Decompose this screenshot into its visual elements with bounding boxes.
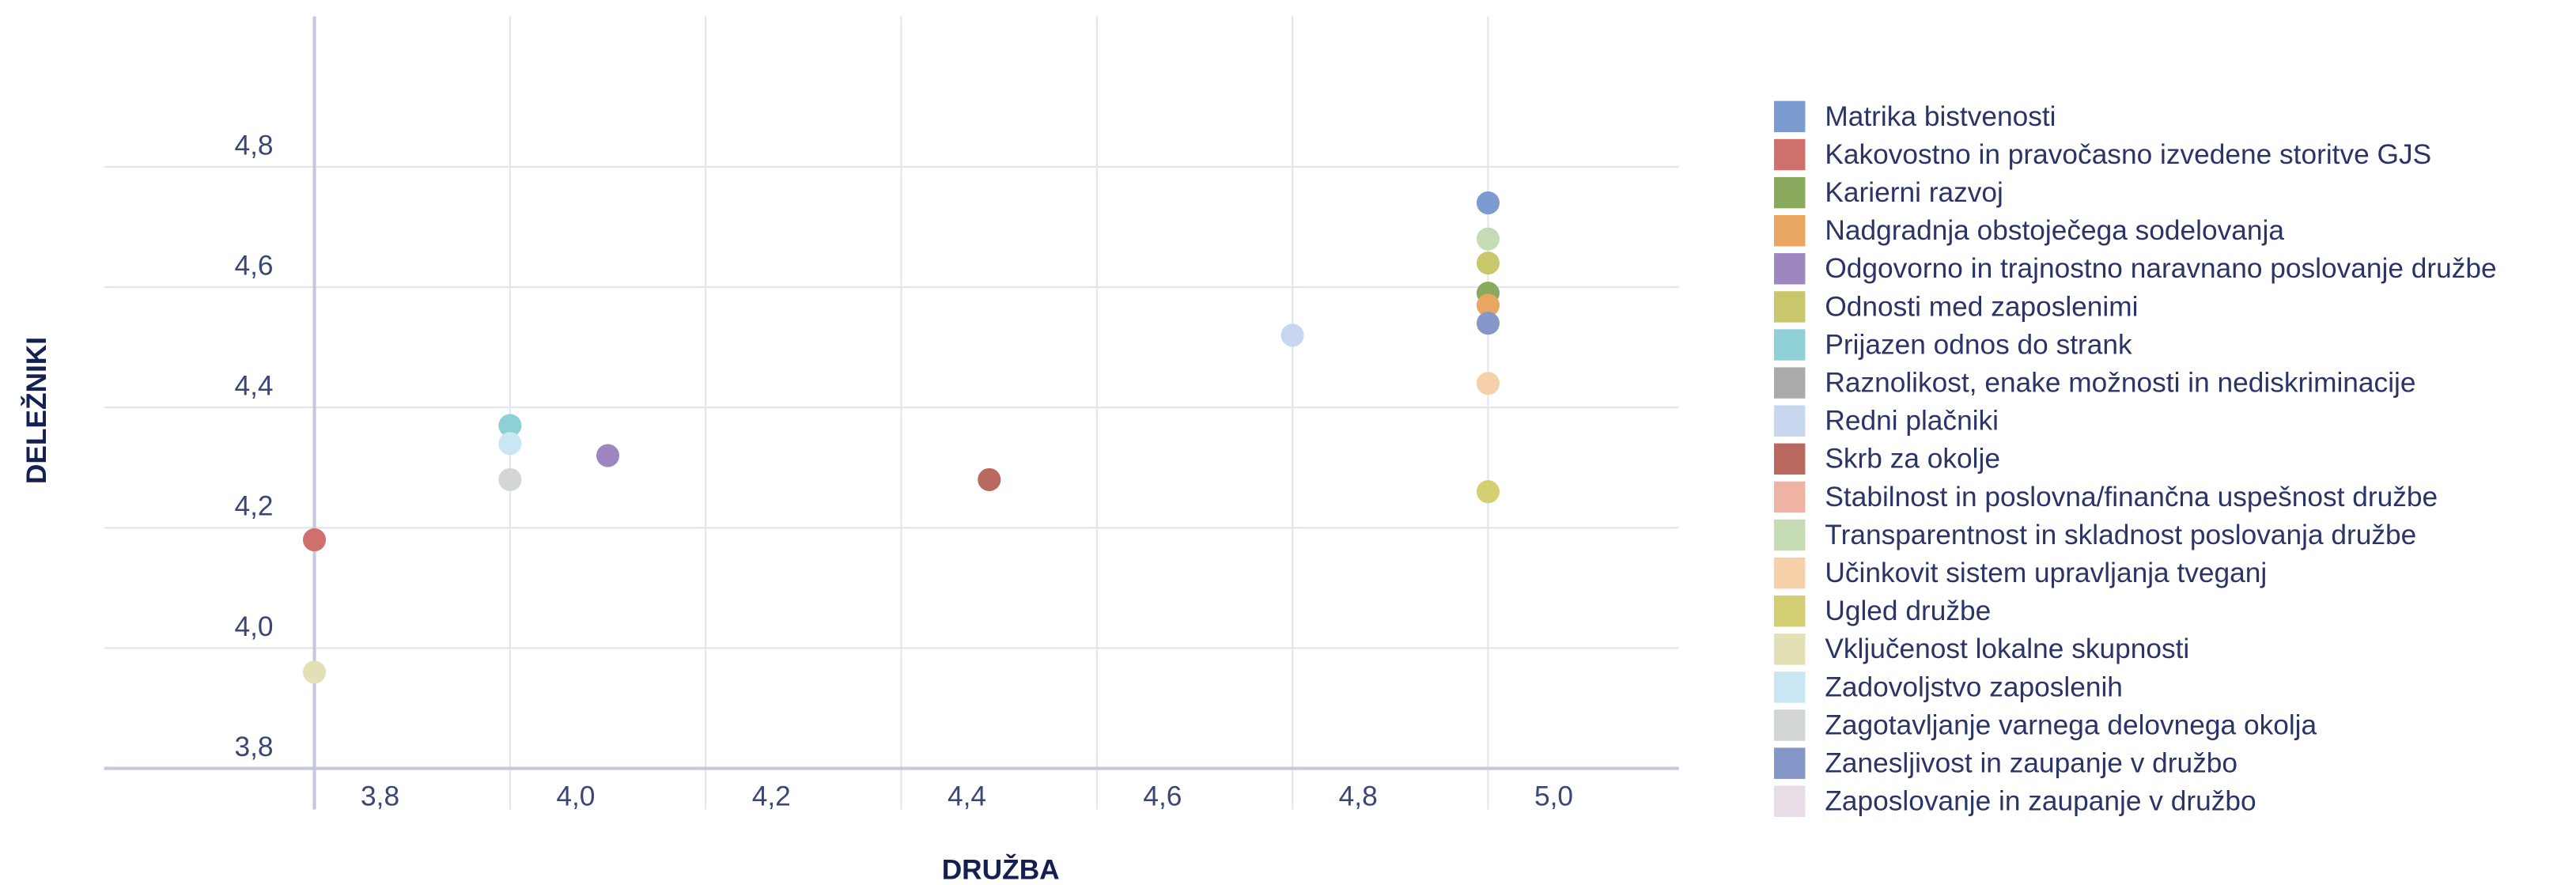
legend-label: Zagotavljanje varnega delovnega okolja [1825,709,2317,740]
legend-swatch [1774,557,1806,589]
legend-swatch [1774,747,1806,779]
legend-label: Karierni razvoj [1825,177,2003,208]
legend-label: Vključenost lokalne skupnosti [1825,633,2189,664]
scatter-point [1476,293,1500,317]
legend-label: Kakovostno in pravočasno izvedene storit… [1825,139,2431,170]
legend-label: Transparentnost in skladnost poslovanja … [1825,520,2416,550]
x-tick-label: 4,8 [1339,781,1378,811]
scatter-point [498,414,522,437]
legend-swatch [1774,519,1806,551]
legend-swatch [1774,176,1806,209]
legend-label: Ugled družbe [1825,596,1991,626]
x-tick-label: 4,2 [752,781,791,811]
x-tick-label: 4,6 [1143,781,1182,811]
legend-swatch [1774,443,1806,475]
legend-swatch [1774,596,1806,627]
y-tick-label: 3,8 [234,732,273,762]
scatter-point [1280,323,1304,347]
x-tick-label: 4,4 [948,781,986,811]
scatter-point [302,660,327,684]
x-axis-title: DRUŽBA [942,854,1060,885]
legend-swatch [1774,633,1806,665]
scatter-point [1476,312,1500,335]
legend-label: Zaposlovanje in zaupanje v družbo [1825,786,2256,817]
legend-swatch [1774,100,1806,133]
y-tick-label: 4,0 [234,611,273,642]
legend-label: Stabilnost in poslovna/finančna uspešnos… [1825,482,2438,512]
scatter-point [498,467,522,492]
legend-label: Skrb za okolje [1825,444,2000,475]
y-tick-label: 4,4 [234,371,273,402]
legend-swatch [1774,367,1806,399]
scatter-point [596,444,620,467]
y-axis-title: DELEŽNIKI [21,337,52,484]
scatter-point [1476,191,1500,215]
legend-swatch [1774,329,1806,361]
scatter-point [498,432,522,456]
legend-label: Zadovoljstvo zaposlenih [1825,671,2123,702]
scatter-point [302,528,327,552]
legend-swatch [1774,709,1806,741]
x-tick-label: 4,0 [556,781,595,811]
scatter-point [978,467,1001,492]
scatter-point [1476,480,1500,504]
scatter-point [1476,227,1500,251]
legend-swatch [1774,481,1806,513]
legend-swatch [1774,214,1806,247]
legend-label: Odnosti med zaposlenimi [1825,291,2138,322]
legend-label: Prijazen odnos do strank [1825,329,2132,360]
legend-swatch [1774,785,1806,817]
legend-label: Učinkovit sistem upravljanja tveganj [1825,558,2267,588]
legend-label: Odgovorno in trajnostno naravnano poslov… [1825,253,2496,284]
y-tick-label: 4,2 [234,491,273,522]
legend-label: Zanesljivost in zaupanje v družbo [1825,748,2237,779]
legend-label: Raznolikost, enake možnosti in nediskrim… [1825,368,2415,399]
x-tick-label: 5,0 [1534,781,1573,811]
legend-label: Nadgradnja obstoječega sodelovanja [1825,215,2284,246]
x-tick-label: 3,8 [361,781,399,811]
legend-swatch [1774,671,1806,703]
legend-swatch [1774,405,1806,437]
legend-swatch [1774,253,1806,285]
scatter-point [1476,372,1500,395]
scatter-point [1476,252,1500,275]
legend-label: Redni plačniki [1825,406,1999,437]
y-tick-label: 4,8 [234,130,273,161]
y-tick-label: 4,6 [234,250,273,281]
legend-swatch [1774,138,1806,171]
legend-swatch [1774,291,1806,323]
legend-label: Matrika bistvenosti [1825,101,2056,132]
